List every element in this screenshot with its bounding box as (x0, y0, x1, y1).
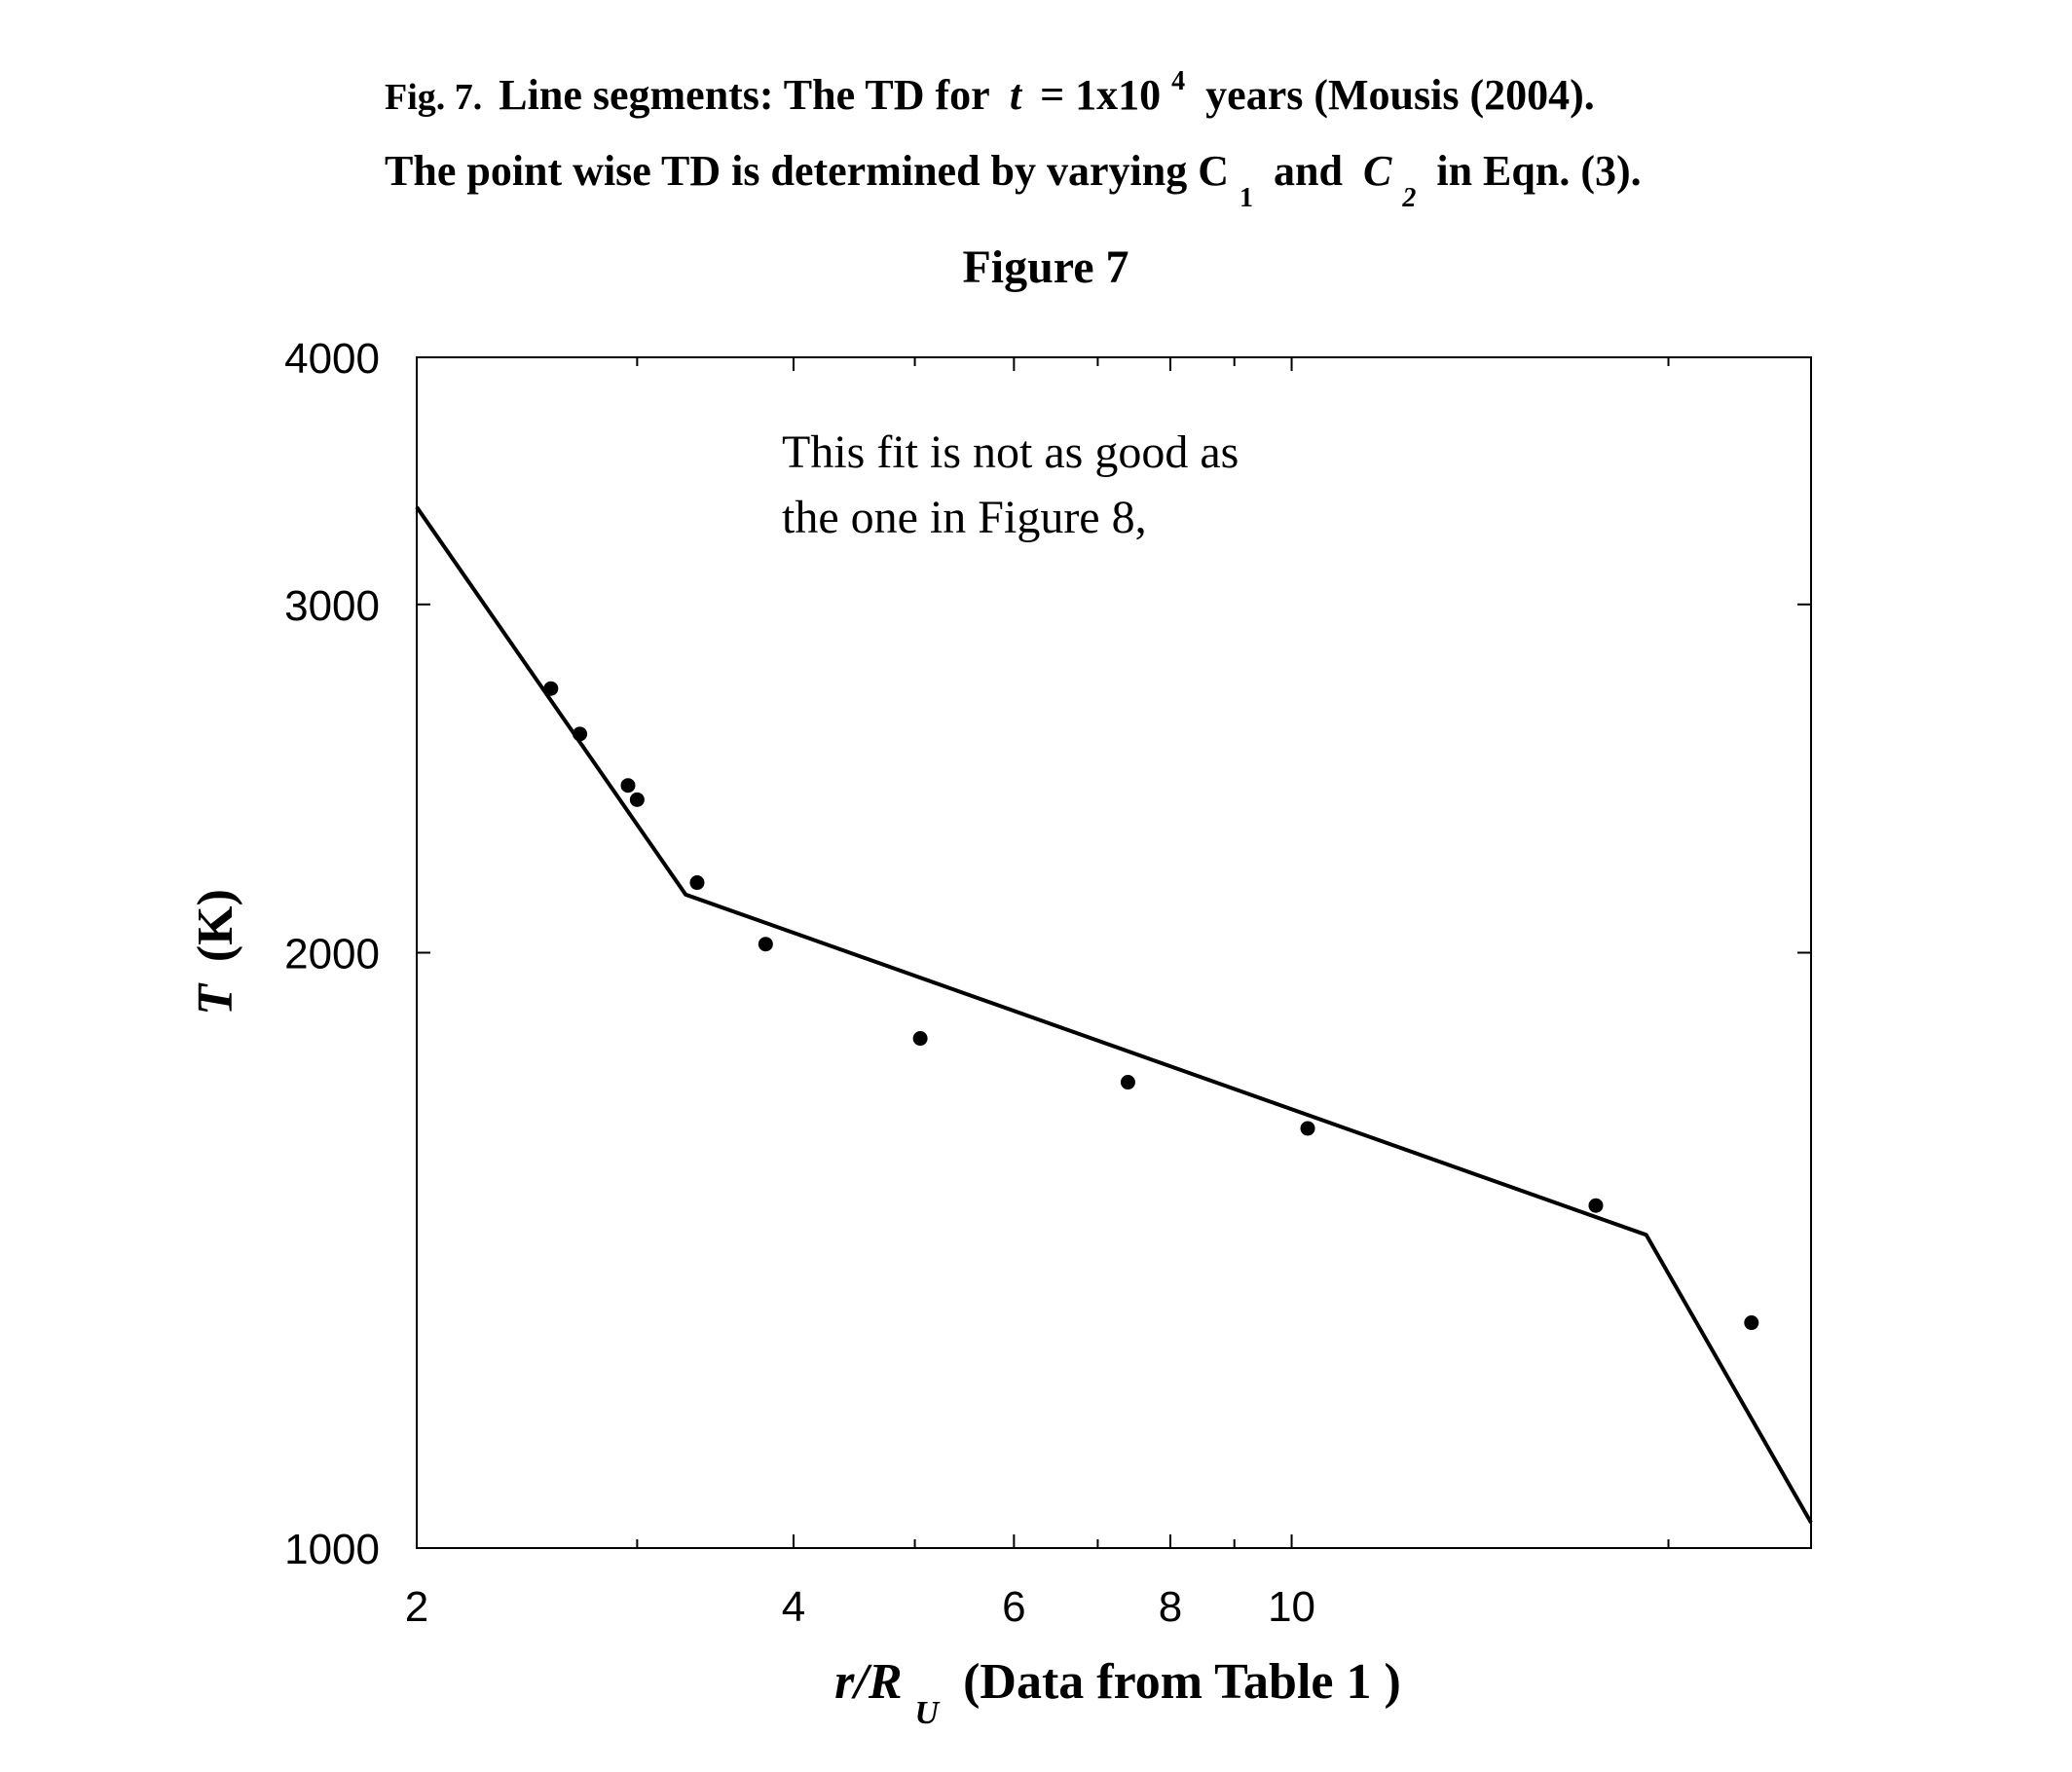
figure-title: Figure 7 (962, 241, 1128, 293)
caption-line-1: Fig. 7. Line segments: The TD for t = 1x… (385, 52, 1595, 119)
x-tick-label: 4 (782, 1583, 805, 1631)
y-axis-label: T (K) (188, 889, 243, 1015)
x-tick-label: 10 (1268, 1583, 1315, 1631)
fit-line-segments (415, 505, 1813, 1524)
data-point (912, 1031, 928, 1047)
data-point (1744, 1315, 1759, 1331)
x-axis-label: r/R U (Data from Table 1 ) (834, 1654, 1401, 1735)
data-point (689, 875, 705, 891)
tick-labels: 2 4 6 8 10 1000 2000 3000 4000 (284, 335, 1315, 1631)
data-point (1588, 1198, 1604, 1213)
data-point (1300, 1121, 1315, 1136)
x-tick-label: 8 (1159, 1583, 1182, 1631)
data-marks (415, 505, 1813, 1524)
data-point (629, 792, 645, 807)
annotation-line-1: This fit is not as good as (782, 426, 1239, 478)
data-point (1120, 1075, 1135, 1090)
y-tick-label: 1000 (284, 1526, 380, 1573)
data-point (758, 937, 773, 952)
axis-ticks (416, 356, 1811, 1549)
x-tick-label: 2 (405, 1583, 428, 1631)
data-point (620, 778, 636, 794)
caption-line-2: The point wise TD is determined by varyi… (385, 147, 1642, 216)
y-tick-label: 2000 (284, 931, 380, 978)
y-tick-label: 3000 (284, 582, 380, 630)
x-tick-label: 6 (1002, 1583, 1025, 1631)
annotation-line-2: the one in Figure 8, (782, 492, 1147, 543)
y-tick-label: 4000 (284, 335, 380, 383)
